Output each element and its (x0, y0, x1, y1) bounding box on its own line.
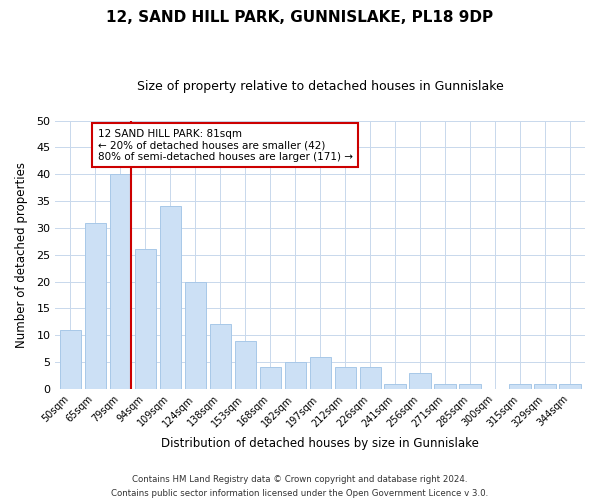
Bar (185, 282, 206, 389)
Bar (260, 368, 281, 389)
Bar (209, 324, 231, 389)
Title: Size of property relative to detached houses in Gunnislake: Size of property relative to detached ho… (137, 80, 503, 93)
Bar (110, 174, 131, 389)
Bar (335, 368, 356, 389)
Bar (359, 368, 381, 389)
Bar (284, 362, 306, 389)
Bar (160, 206, 181, 389)
Bar (310, 356, 331, 389)
Bar (409, 373, 431, 389)
Bar (134, 250, 156, 389)
Bar (559, 384, 581, 389)
X-axis label: Distribution of detached houses by size in Gunnislake: Distribution of detached houses by size … (161, 437, 479, 450)
Bar (509, 384, 530, 389)
Text: 12 SAND HILL PARK: 81sqm
← 20% of detached houses are smaller (42)
80% of semi-d: 12 SAND HILL PARK: 81sqm ← 20% of detach… (98, 128, 353, 162)
Bar (535, 384, 556, 389)
Text: 12, SAND HILL PARK, GUNNISLAKE, PL18 9DP: 12, SAND HILL PARK, GUNNISLAKE, PL18 9DP (106, 10, 494, 25)
Bar (235, 340, 256, 389)
Text: Contains HM Land Registry data © Crown copyright and database right 2024.
Contai: Contains HM Land Registry data © Crown c… (112, 476, 488, 498)
Bar (85, 222, 106, 389)
Y-axis label: Number of detached properties: Number of detached properties (15, 162, 28, 348)
Bar (385, 384, 406, 389)
Bar (460, 384, 481, 389)
Bar (434, 384, 456, 389)
Bar (59, 330, 81, 389)
